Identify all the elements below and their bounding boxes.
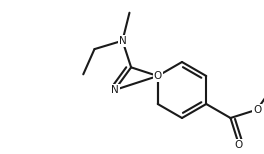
Text: O: O	[253, 105, 261, 115]
Text: N: N	[111, 85, 119, 95]
Text: O: O	[235, 140, 243, 150]
Text: N: N	[119, 36, 126, 46]
Text: O: O	[154, 71, 162, 81]
